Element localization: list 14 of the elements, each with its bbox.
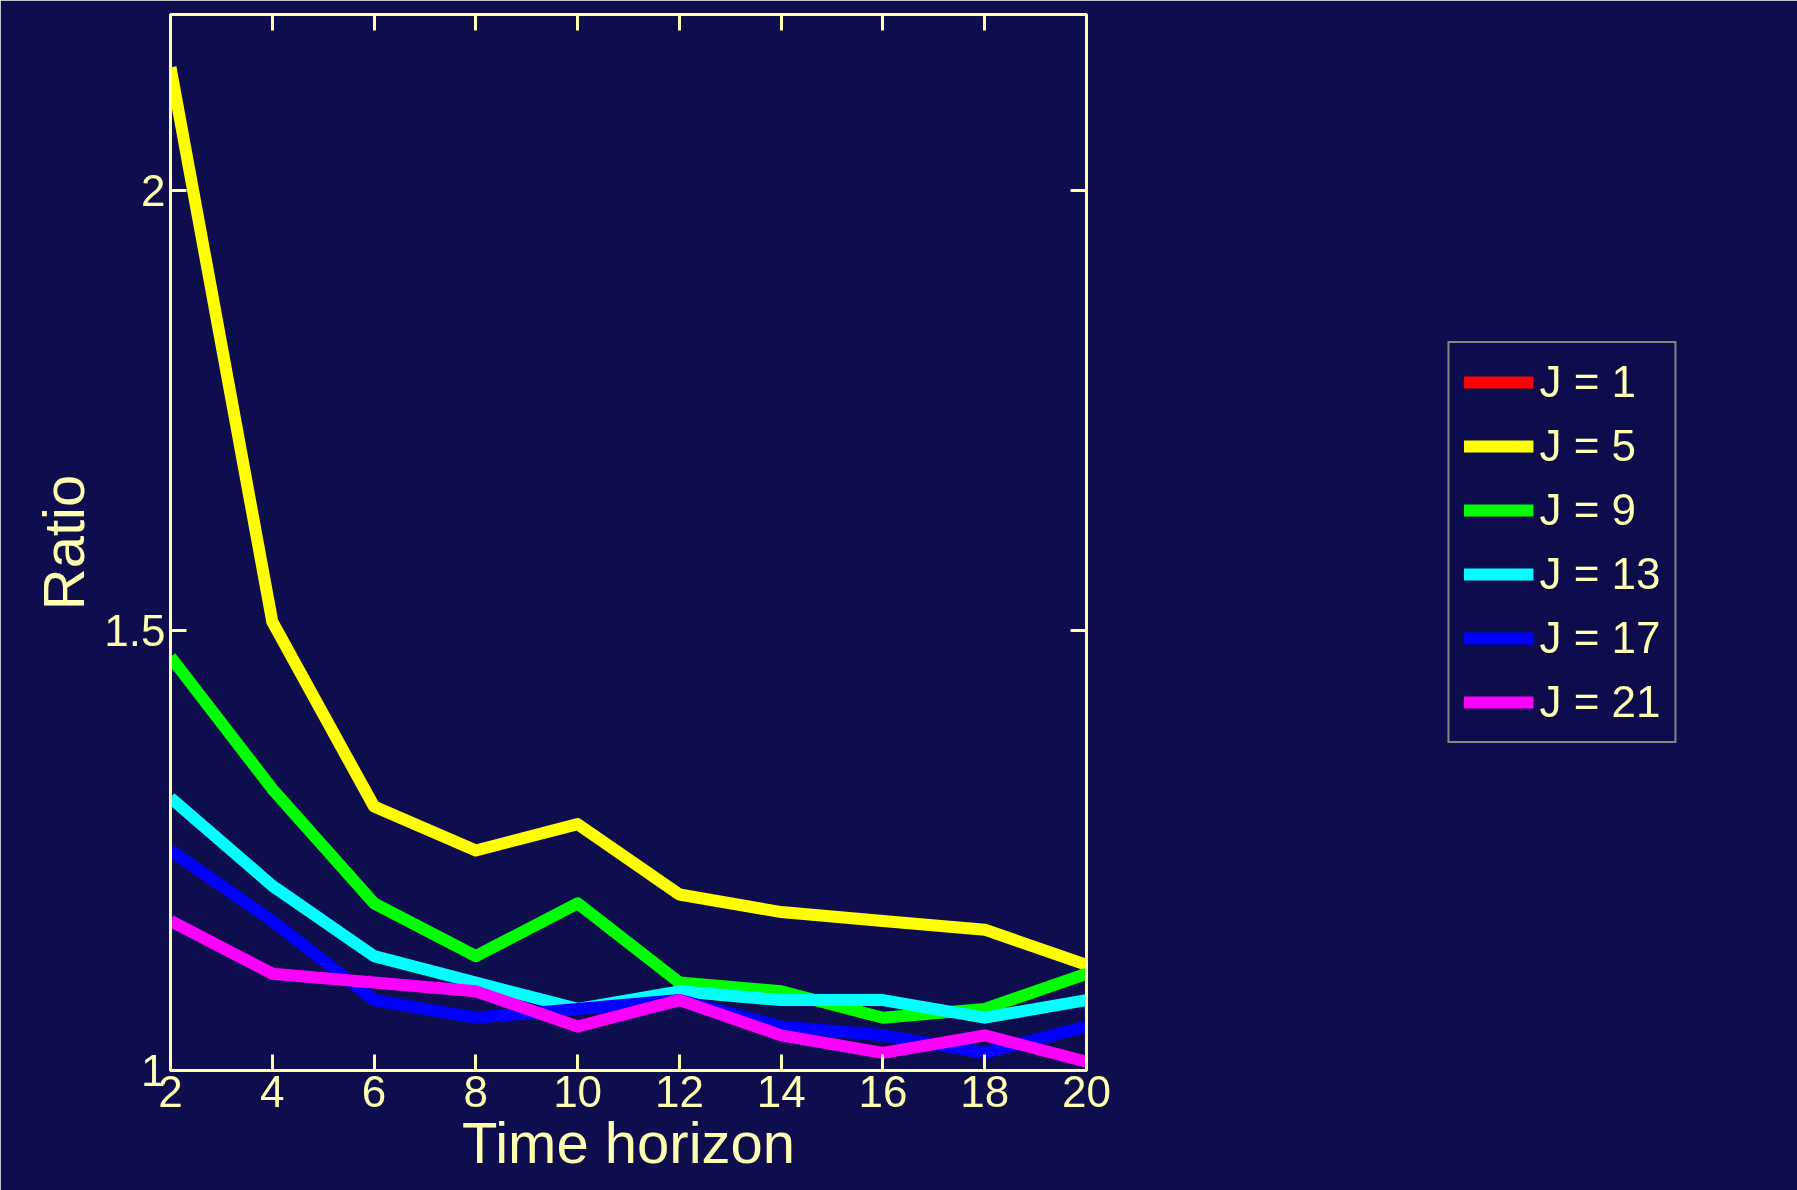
legend-label: J = 5 bbox=[1539, 421, 1637, 471]
x-tick-label: 16 bbox=[858, 1066, 908, 1116]
x-tick-label: 6 bbox=[361, 1066, 387, 1116]
x-tick-label: 4 bbox=[260, 1066, 285, 1116]
legend-label: J = 1 bbox=[1539, 357, 1637, 407]
legend-label: J = 17 bbox=[1539, 613, 1661, 663]
y-tick-label: 2 bbox=[141, 166, 166, 215]
x-tick-label: 18 bbox=[960, 1066, 1010, 1116]
legend-label: J = 13 bbox=[1539, 549, 1661, 599]
legend-label: J = 21 bbox=[1539, 677, 1661, 727]
y-axis-title: Ratio bbox=[31, 474, 97, 611]
legend-label: J = 9 bbox=[1539, 485, 1637, 535]
y-tick-label: 1.5 bbox=[104, 606, 166, 655]
x-tick-label: 20 bbox=[1062, 1066, 1111, 1116]
